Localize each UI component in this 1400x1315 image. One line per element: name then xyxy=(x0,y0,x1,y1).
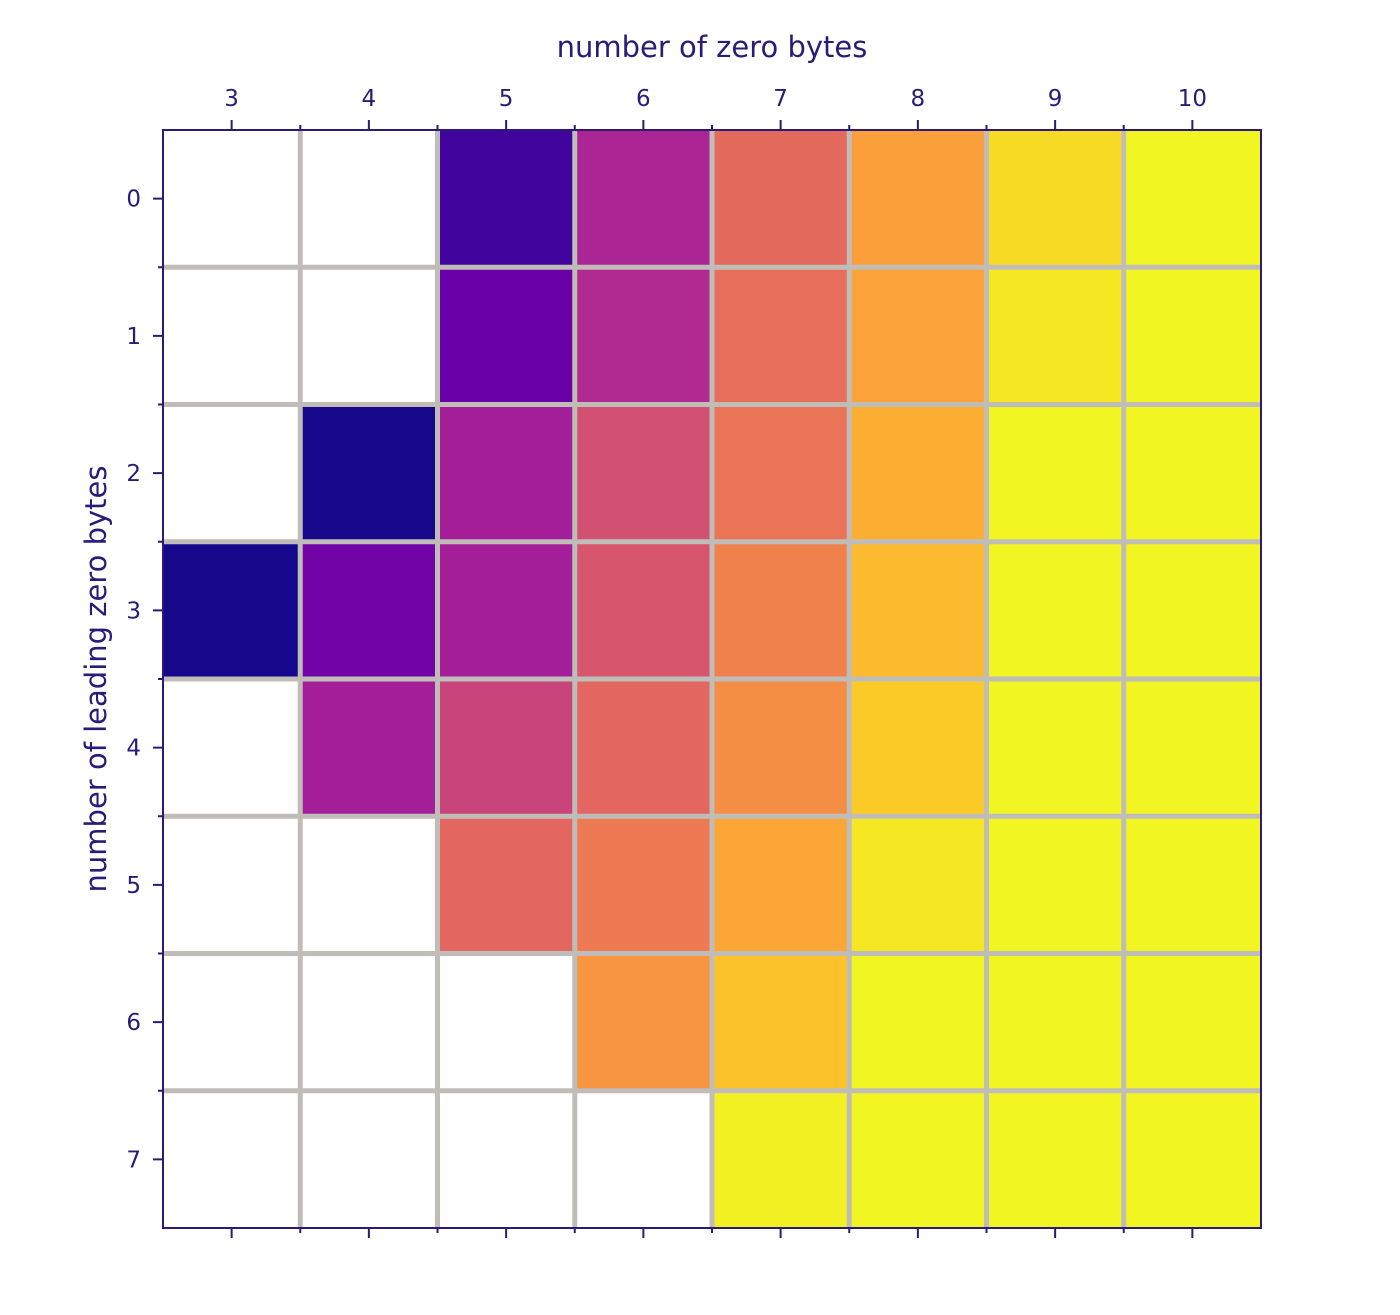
heatmap-cells xyxy=(163,130,1261,1228)
heatmap-cell-r3-c9 xyxy=(986,541,1124,679)
heatmap-cell-r4-c3 xyxy=(163,679,301,817)
heatmap-cell-r1-c5 xyxy=(437,267,575,405)
heatmap-cell-r0-c5 xyxy=(437,130,575,268)
heatmap-cell-r7-c7 xyxy=(712,1090,850,1228)
heatmap-cell-r2-c10 xyxy=(1123,404,1261,542)
heatmap-cell-r7-c3 xyxy=(163,1090,301,1228)
heatmap-cell-r2-c3 xyxy=(163,404,301,542)
grid-lines xyxy=(163,130,1261,1228)
x-tick-label: 5 xyxy=(499,86,514,112)
heatmap-cell-r1-c3 xyxy=(163,267,301,405)
heatmap-cell-r6-c5 xyxy=(437,953,575,1091)
y-axis-title: number of leading zero bytes xyxy=(79,466,113,893)
heatmap-cell-r5-c8 xyxy=(849,816,987,954)
heatmap-cell-r7-c9 xyxy=(986,1090,1124,1228)
heatmap-cell-r1-c6 xyxy=(574,267,712,405)
heatmap-cell-r3-c8 xyxy=(849,541,987,679)
heatmap-cell-r3-c10 xyxy=(1123,541,1261,679)
x-tick-label: 3 xyxy=(224,86,239,112)
heatmap-cell-r3-c7 xyxy=(712,541,850,679)
heatmap-cell-r5-c5 xyxy=(437,816,575,954)
heatmap-cell-r7-c5 xyxy=(437,1090,575,1228)
heatmap-cell-r2-c7 xyxy=(712,404,850,542)
heatmap-cell-r5-c6 xyxy=(574,816,712,954)
x-axis-title: number of zero bytes xyxy=(557,30,868,64)
heatmap-cell-r0-c10 xyxy=(1123,130,1261,268)
heatmap-cell-r7-c4 xyxy=(300,1090,438,1228)
heatmap-cell-r5-c10 xyxy=(1123,816,1261,954)
heatmap-cell-r1-c10 xyxy=(1123,267,1261,405)
heatmap-cell-r3-c4 xyxy=(300,541,438,679)
heatmap-cell-r2-c5 xyxy=(437,404,575,542)
heatmap-cell-r0-c8 xyxy=(849,130,987,268)
y-tick-label: 6 xyxy=(126,1010,141,1036)
heatmap-cell-r6-c7 xyxy=(712,953,850,1091)
y-tick-label: 3 xyxy=(126,598,141,624)
x-tick-label: 4 xyxy=(362,86,377,112)
heatmap-cell-r2-c8 xyxy=(849,404,987,542)
heatmap-cell-r3-c6 xyxy=(574,541,712,679)
heatmap-cell-r1-c9 xyxy=(986,267,1124,405)
heatmap-cell-r1-c4 xyxy=(300,267,438,405)
heatmap-cell-r4-c10 xyxy=(1123,679,1261,817)
heatmap-cell-r5-c7 xyxy=(712,816,850,954)
heatmap-cell-r4-c6 xyxy=(574,679,712,817)
heatmap-cell-r1-c8 xyxy=(849,267,987,405)
heatmap-cell-r6-c4 xyxy=(300,953,438,1091)
heatmap-cell-r2-c9 xyxy=(986,404,1124,542)
y-tick-label: 5 xyxy=(126,873,141,899)
heatmap-cell-r4-c7 xyxy=(712,679,850,817)
x-tick-label: 9 xyxy=(1048,86,1063,112)
heatmap-cell-r2-c6 xyxy=(574,404,712,542)
heatmap-cell-r6-c10 xyxy=(1123,953,1261,1091)
heatmap-cell-r6-c6 xyxy=(574,953,712,1091)
heatmap-cell-r3-c3 xyxy=(163,541,301,679)
heatmap-cell-r3-c5 xyxy=(437,541,575,679)
heatmap-cell-r0-c7 xyxy=(712,130,850,268)
y-tick-labels: 0 1 2 3 4 5 6 7 xyxy=(126,187,141,1174)
heatmap-cell-r5-c9 xyxy=(986,816,1124,954)
x-tick-label: 6 xyxy=(636,86,651,112)
x-tick-labels: 3 4 5 6 7 8 9 10 xyxy=(224,86,1207,112)
heatmap-cell-r7-c10 xyxy=(1123,1090,1261,1228)
heatmap-cell-r0-c3 xyxy=(163,130,301,268)
heatmap-cell-r4-c5 xyxy=(437,679,575,817)
y-tick-label: 4 xyxy=(126,736,141,762)
heatmap-cell-r0-c6 xyxy=(574,130,712,268)
heatmap-cell-r7-c8 xyxy=(849,1090,987,1228)
heatmap-cell-r0-c9 xyxy=(986,130,1124,268)
y-tick-label: 1 xyxy=(126,324,141,350)
heatmap-cell-r1-c7 xyxy=(712,267,850,405)
x-tick-label: 10 xyxy=(1178,86,1207,112)
heatmap-cell-r2-c4 xyxy=(300,404,438,542)
heatmap-cell-r0-c4 xyxy=(300,130,438,268)
heatmap-cell-r5-c3 xyxy=(163,816,301,954)
axis-ticks xyxy=(153,120,1194,1238)
heatmap-cell-r6-c3 xyxy=(163,953,301,1091)
heatmap-cell-r7-c6 xyxy=(574,1090,712,1228)
heatmap-cell-r4-c4 xyxy=(300,679,438,817)
heatmap-cell-r4-c8 xyxy=(849,679,987,817)
heatmap-cell-r6-c8 xyxy=(849,953,987,1091)
heatmap-cell-r6-c9 xyxy=(986,953,1124,1091)
heatmap-cell-r5-c4 xyxy=(300,816,438,954)
x-tick-label: 8 xyxy=(911,86,926,112)
y-tick-label: 7 xyxy=(126,1147,141,1173)
y-tick-label: 0 xyxy=(126,187,141,213)
x-tick-label: 7 xyxy=(773,86,788,112)
heatmap-cell-r4-c9 xyxy=(986,679,1124,817)
y-tick-label: 2 xyxy=(126,461,141,487)
